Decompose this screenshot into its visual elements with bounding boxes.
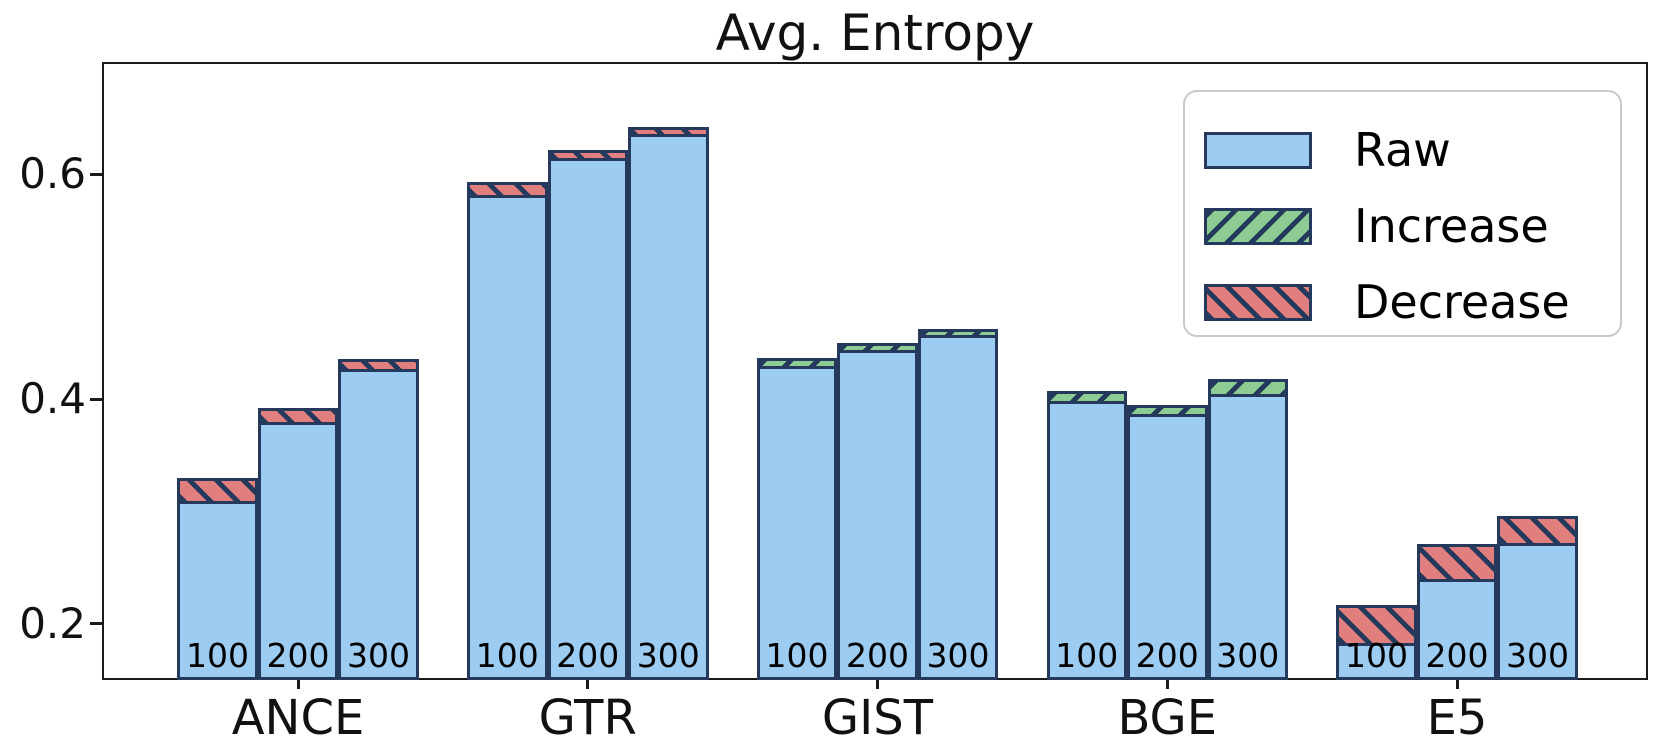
bar-segment-raw-gtr-100: 100 [467, 197, 548, 680]
bar-count-label: 100 [186, 635, 249, 675]
bar-segment-increase-gist-200 [837, 342, 918, 354]
bar-segment-decrease-gtr-200 [547, 149, 628, 161]
x-tick-label-bge: BGE [1117, 690, 1218, 746]
x-tick-label-gist: GIST [821, 690, 934, 746]
bar-segment-raw-gist-100: 100 [756, 368, 838, 680]
bar-segment-decrease-gtr-100 [467, 182, 548, 198]
bar-segment-increase-bge-200 [1127, 404, 1208, 418]
legend-entry-decrease: Decrease [1204, 264, 1620, 340]
bar-count-label: 300 [636, 635, 700, 675]
bar-segment-increase-bge-300 [1207, 378, 1288, 397]
bar-segment-raw-ance-200: 200 [257, 424, 339, 680]
bar-segment-decrease-e5-200 [1416, 544, 1498, 583]
bar-count-label: 200 [1135, 635, 1199, 675]
bar-segment-raw-gtr-200: 200 [547, 160, 628, 680]
legend-label-increase: Increase [1354, 199, 1549, 253]
bar-count-label: 300 [347, 635, 410, 675]
y-tick-label: 0.2 [19, 598, 86, 648]
x-tick-mark [876, 680, 879, 689]
bar-count-label: 100 [1055, 635, 1119, 675]
bar-segment-raw-gtr-300: 300 [628, 137, 709, 680]
x-tick-mark [1455, 680, 1459, 689]
y-tick-mark [90, 172, 102, 176]
bar-segment-decrease-e5-100 [1336, 604, 1417, 647]
bar-count-label: 100 [1345, 635, 1408, 675]
bar-segment-increase-bge-100 [1046, 391, 1127, 404]
bar-segment-raw-bge-200: 200 [1127, 417, 1208, 680]
bar-segment-decrease-gtr-300 [628, 127, 709, 138]
legend-label-raw: Raw [1354, 123, 1451, 177]
legend-label-decrease: Decrease [1354, 275, 1570, 329]
y-tick-label: 0.6 [19, 149, 86, 199]
y-tick-mark [90, 622, 102, 626]
x-tick-label-ance: ANCE [231, 690, 365, 746]
legend: Raw Increase Decrease [1183, 90, 1622, 337]
bar-segment-decrease-ance-100 [177, 477, 258, 504]
bar-count-label: 100 [765, 635, 829, 675]
bar-segment-raw-e5-300: 300 [1497, 546, 1578, 680]
x-tick-mark [586, 680, 590, 689]
bar-segment-raw-e5-200: 200 [1416, 582, 1498, 680]
bar-count-label: 200 [846, 635, 909, 675]
bar-segment-raw-bge-100: 100 [1046, 403, 1127, 680]
bar-segment-raw-bge-300: 300 [1207, 396, 1288, 680]
bar-segment-raw-gist-200: 200 [837, 353, 918, 680]
bar-segment-raw-ance-100: 100 [177, 503, 258, 680]
bar-count-label: 300 [1216, 635, 1280, 675]
bar-segment-raw-e5-100: 100 [1336, 638, 1417, 680]
x-tick-mark [1165, 680, 1169, 689]
legend-swatch-decrease [1204, 283, 1312, 321]
bar-segment-raw-ance-300: 300 [338, 372, 419, 680]
legend-swatch-increase [1204, 207, 1312, 245]
bar-segment-increase-gist-300 [917, 329, 999, 339]
bar-segment-increase-gist-100 [756, 357, 838, 369]
bar-count-label: 300 [1506, 635, 1569, 675]
bar-count-label: 200 [266, 635, 330, 675]
bar-segment-decrease-ance-200 [257, 408, 339, 425]
bar-count-label: 200 [1425, 635, 1489, 675]
x-tick-label-e5: E5 [1426, 690, 1488, 746]
chart-title: Avg. Entropy [715, 4, 1035, 62]
bar-count-label: 300 [926, 635, 990, 675]
legend-swatch-raw [1204, 131, 1312, 169]
bar-count-label: 200 [556, 635, 620, 675]
y-tick-label: 0.4 [19, 374, 86, 424]
bar-segment-decrease-ance-300 [338, 358, 419, 373]
legend-entry-raw: Raw [1204, 112, 1620, 188]
bar-count-label: 100 [475, 635, 539, 675]
x-tick-label-gtr: GTR [538, 690, 637, 746]
bar-segment-decrease-e5-300 [1497, 515, 1578, 547]
bar-segment-raw-gist-300: 300 [917, 338, 999, 680]
y-tick-mark [90, 397, 102, 401]
x-tick-mark [296, 680, 300, 689]
legend-entry-increase: Increase [1204, 188, 1620, 264]
